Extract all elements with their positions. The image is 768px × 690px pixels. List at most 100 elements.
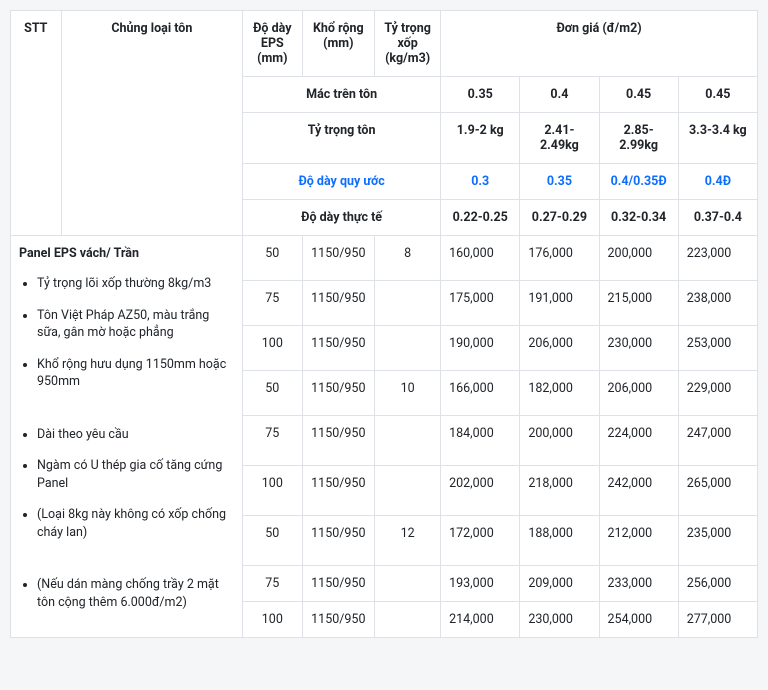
cell-eps: 50 bbox=[243, 515, 302, 565]
cell-price-3: 253,000 bbox=[678, 325, 757, 370]
cell-price-2: 212,000 bbox=[599, 515, 678, 565]
cell-price-0: 175,000 bbox=[441, 280, 520, 325]
sub-qu-label: Độ dày quy ước bbox=[243, 164, 441, 200]
table-head: STT Chủng loại tôn Độ dày EPS (mm) Khổ r… bbox=[11, 11, 758, 236]
cell-price-2: 233,000 bbox=[599, 566, 678, 602]
sub-tt-label: Độ dày thực tế bbox=[243, 200, 441, 236]
sub-qu-1: 0.35 bbox=[520, 164, 599, 200]
cell-eps: 50 bbox=[243, 370, 302, 415]
sub-ty-2: 2.85-2.99kg bbox=[599, 113, 678, 164]
col-price: Đơn giá (đ/m2) bbox=[441, 11, 758, 77]
cell-width: 1150/950 bbox=[302, 465, 375, 515]
cell-price-3: 265,000 bbox=[678, 465, 757, 515]
cell-width: 1150/950 bbox=[302, 236, 375, 281]
cell-price-0: 160,000 bbox=[441, 236, 520, 281]
sub-tt-0: 0.22-0.25 bbox=[441, 200, 520, 236]
cell-width: 1150/950 bbox=[302, 602, 375, 638]
col-eps: Độ dày EPS (mm) bbox=[243, 11, 302, 77]
cell-width: 1150/950 bbox=[302, 370, 375, 415]
product-title: Panel EPS vách/ Trần bbox=[19, 246, 234, 265]
cell-eps: 100 bbox=[243, 602, 302, 638]
cell-price-1: 200,000 bbox=[520, 415, 599, 465]
product-spec-list: Dài theo yêu cầu Ngàm có U thép gia cố tă… bbox=[19, 426, 234, 542]
cell-price-3: 235,000 bbox=[678, 515, 757, 565]
cell-eps: 75 bbox=[243, 415, 302, 465]
cell-density: 12 bbox=[375, 515, 441, 565]
table-row: Panel EPS vách/ TrầnTỷ trọng lõi xốp thư… bbox=[11, 236, 758, 281]
cell-density: 8 bbox=[375, 236, 441, 281]
col-stt: STT bbox=[11, 11, 62, 236]
cell-price-0: 184,000 bbox=[441, 415, 520, 465]
cell-eps: 100 bbox=[243, 465, 302, 515]
sub-ty-3: 3.3-3.4 kg bbox=[678, 113, 757, 164]
cell-price-0: 202,000 bbox=[441, 465, 520, 515]
cell-density bbox=[375, 465, 441, 515]
sub-mac-1: 0.4 bbox=[520, 77, 599, 113]
cell-price-2: 224,000 bbox=[599, 415, 678, 465]
price-table: STT Chủng loại tôn Độ dày EPS (mm) Khổ r… bbox=[10, 10, 758, 638]
sub-ty-1: 2.41-2.49kg bbox=[520, 113, 599, 164]
cell-eps: 75 bbox=[243, 280, 302, 325]
cell-price-1: 209,000 bbox=[520, 566, 599, 602]
sub-tt-3: 0.37-0.4 bbox=[678, 200, 757, 236]
cell-price-3: 238,000 bbox=[678, 280, 757, 325]
col-density: Tỷ trọng xốp (kg/m3) bbox=[375, 11, 441, 77]
cell-width: 1150/950 bbox=[302, 325, 375, 370]
sub-qu-3: 0.4Đ bbox=[678, 164, 757, 200]
spec-item: Tỷ trọng lõi xốp thường 8kg/m3 bbox=[37, 275, 234, 293]
table-row: Dài theo yêu cầuNgàm có U thép gia cố tă… bbox=[11, 415, 758, 465]
cell-price-3: 247,000 bbox=[678, 415, 757, 465]
sub-mac-2: 0.45 bbox=[599, 77, 678, 113]
spec-item: (Loại 8kg này không có xốp chống cháy la… bbox=[37, 506, 234, 541]
col-type: Chủng loại tôn bbox=[61, 11, 243, 236]
cell-eps: 50 bbox=[243, 236, 302, 281]
spec-item: (Nếu dán màng chống trầy 2 mặt tôn cộng … bbox=[37, 576, 234, 611]
cell-price-0: 193,000 bbox=[441, 566, 520, 602]
sub-qu-0: 0.3 bbox=[441, 164, 520, 200]
cell-price-1: 188,000 bbox=[520, 515, 599, 565]
cell-density bbox=[375, 280, 441, 325]
sub-ty-label: Tỷ trọng tôn bbox=[243, 113, 441, 164]
cell-price-2: 200,000 bbox=[599, 236, 678, 281]
product-spec-list: (Nếu dán màng chống trầy 2 mặt tôn cộng … bbox=[19, 576, 234, 611]
product-description: Dài theo yêu cầu Ngàm có U thép gia cố tă… bbox=[11, 415, 243, 566]
cell-width: 1150/950 bbox=[302, 515, 375, 565]
cell-eps: 75 bbox=[243, 566, 302, 602]
sub-mac-3: 0.45 bbox=[678, 77, 757, 113]
cell-width: 1150/950 bbox=[302, 415, 375, 465]
sub-mac-0: 0.35 bbox=[441, 77, 520, 113]
cell-price-1: 218,000 bbox=[520, 465, 599, 515]
product-description: Panel EPS vách/ Trần Tỷ trọng lõi xốp thư… bbox=[11, 236, 243, 416]
sub-tt-2: 0.32-0.34 bbox=[599, 200, 678, 236]
cell-density bbox=[375, 415, 441, 465]
cell-price-0: 166,000 bbox=[441, 370, 520, 415]
cell-price-3: 277,000 bbox=[678, 602, 757, 638]
cell-price-1: 206,000 bbox=[520, 325, 599, 370]
product-spec-list: Tỷ trọng lõi xốp thường 8kg/m3 Tôn Việt P… bbox=[19, 275, 234, 391]
sub-mac-label: Mác trên tôn bbox=[243, 77, 441, 113]
cell-price-2: 242,000 bbox=[599, 465, 678, 515]
cell-width: 1150/950 bbox=[302, 566, 375, 602]
price-table-sheet: STT Chủng loại tôn Độ dày EPS (mm) Khổ r… bbox=[10, 10, 758, 638]
cell-price-2: 215,000 bbox=[599, 280, 678, 325]
cell-price-1: 191,000 bbox=[520, 280, 599, 325]
sub-ty-0: 1.9-2 kg bbox=[441, 113, 520, 164]
cell-price-2: 230,000 bbox=[599, 325, 678, 370]
cell-price-1: 176,000 bbox=[520, 236, 599, 281]
cell-price-0: 172,000 bbox=[441, 515, 520, 565]
sub-qu-2: 0.4/0.35Đ bbox=[599, 164, 678, 200]
sub-tt-1: 0.27-0.29 bbox=[520, 200, 599, 236]
spec-item: Ngàm có U thép gia cố tăng cứng Panel bbox=[37, 457, 234, 492]
cell-price-2: 254,000 bbox=[599, 602, 678, 638]
table-body: Panel EPS vách/ Trần Tỷ trọng lõi xốp thư… bbox=[11, 236, 758, 638]
cell-price-1: 230,000 bbox=[520, 602, 599, 638]
cell-price-3: 256,000 bbox=[678, 566, 757, 602]
spec-item: Tôn Việt Pháp AZ50, màu trắng sữa, gân m… bbox=[37, 307, 234, 342]
spec-item: Dài theo yêu cầu bbox=[37, 426, 234, 444]
cell-price-3: 229,000 bbox=[678, 370, 757, 415]
cell-density: 10 bbox=[375, 370, 441, 415]
table-row: (Nếu dán màng chống trầy 2 mặt tôn cộng … bbox=[11, 566, 758, 602]
cell-price-2: 206,000 bbox=[599, 370, 678, 415]
cell-price-0: 214,000 bbox=[441, 602, 520, 638]
cell-price-0: 190,000 bbox=[441, 325, 520, 370]
